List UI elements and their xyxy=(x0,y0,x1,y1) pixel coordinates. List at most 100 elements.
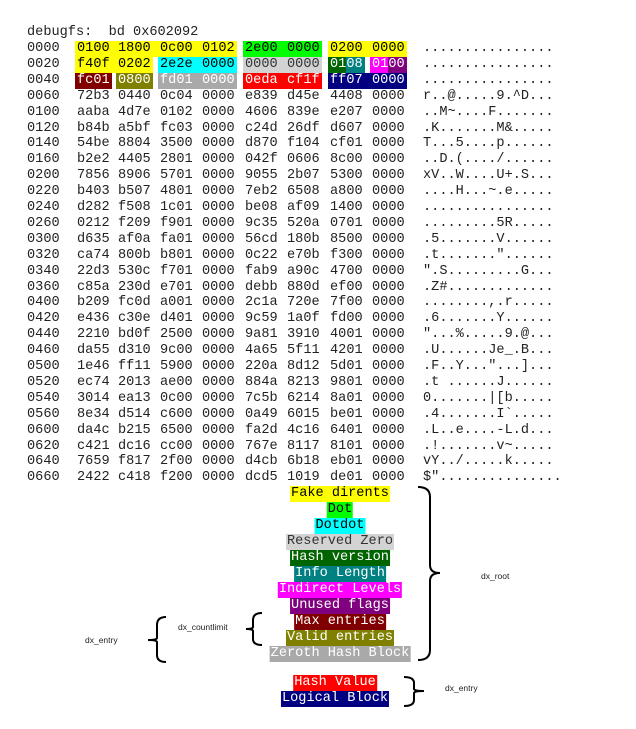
hex-word: 6015 xyxy=(287,406,320,422)
hex-word: 4c16 xyxy=(287,422,320,438)
hex-word: de01 xyxy=(330,470,363,486)
hex-word: cc00 xyxy=(160,438,193,454)
row-offset: 0440 xyxy=(27,327,60,343)
hex-word: 0eda xyxy=(245,72,278,88)
hex-word: f104 xyxy=(287,136,320,152)
hex-word: ea13 xyxy=(118,390,151,406)
hex-word: 2801 xyxy=(160,152,193,168)
hex-word: 0000 xyxy=(202,295,235,311)
hex-word: d401 xyxy=(160,311,193,327)
hex-word: c600 xyxy=(160,406,193,422)
hex-word: c85a xyxy=(77,279,110,295)
hex-word: a5bf xyxy=(118,120,151,136)
hex-word: 6b18 xyxy=(287,454,320,470)
ascii-column: ..M~....F....... xyxy=(423,104,554,120)
highlight-dot xyxy=(243,41,322,57)
hex-word: 0000 xyxy=(372,215,405,231)
hex-word: 6500 xyxy=(160,422,193,438)
hex-word: 230d xyxy=(118,279,151,295)
hex-word: 520a xyxy=(287,215,320,231)
hex-word: 7659 xyxy=(77,454,110,470)
hex-word: 800b xyxy=(118,247,151,263)
ascii-column: .........5R..... xyxy=(423,215,554,231)
ascii-column: ........,.r..... xyxy=(423,295,554,311)
hex-word: 0000 xyxy=(372,263,405,279)
hex-word: 0000 xyxy=(202,231,235,247)
hex-word: b507 xyxy=(118,184,151,200)
hex-word: 1c01 xyxy=(160,200,193,215)
hex-word: fd01 xyxy=(160,72,193,88)
hex-word: f40f xyxy=(77,56,110,72)
hex-word: 0000 xyxy=(372,470,405,486)
highlight-max-entries xyxy=(75,72,112,89)
hex-word: d870 xyxy=(245,136,278,152)
hex-word: 5701 xyxy=(160,168,193,184)
hex-word: 0000 xyxy=(372,311,405,327)
hex-word: d514 xyxy=(118,406,151,422)
hex-word: d635 xyxy=(77,231,110,247)
dx-countlimit-label: dx_countlimit xyxy=(178,622,228,632)
hex-word: 9801 xyxy=(330,374,363,390)
hex-word: 0000 xyxy=(202,406,235,422)
hex-word: 0000 xyxy=(202,454,235,470)
hex-word: cf1f xyxy=(287,72,320,88)
hex-word: fc01 xyxy=(77,72,110,88)
hex-word: bd0f xyxy=(118,327,151,343)
hex-word: fa01 xyxy=(160,231,193,247)
hex-word: f200 xyxy=(160,470,193,486)
hex-word: 0000 xyxy=(372,41,405,56)
highlight-info-length xyxy=(346,56,365,73)
hex-word: 0212 xyxy=(77,215,110,231)
hex-word: e70b xyxy=(287,247,320,263)
hex-word: 0606 xyxy=(287,152,320,168)
hex-word: 0000 xyxy=(372,390,405,406)
highlight-logical-block xyxy=(328,72,407,89)
legend-zeroth-hash-block: Zeroth Hash Block xyxy=(269,646,411,662)
hex-word: 0000 xyxy=(372,327,405,343)
legend-dot: Dot xyxy=(326,502,354,518)
ascii-column: .F..Y..."...]... xyxy=(423,359,554,374)
hex-word: d607 xyxy=(330,120,363,136)
hex-word: 9055 xyxy=(245,168,278,184)
ascii-column: ................ xyxy=(423,56,554,72)
hex-word: 0000 xyxy=(202,88,235,104)
hex-word: 0200 xyxy=(330,41,363,56)
dx-root-label: dx_root xyxy=(481,571,510,581)
row-offset: 0340 xyxy=(27,263,60,279)
hex-word: a800 xyxy=(330,184,363,200)
ascii-column: .5.......V...... xyxy=(423,231,554,247)
hex-word: 0000 xyxy=(202,390,235,406)
hex-word: 3910 xyxy=(287,327,320,343)
hex-word: 7856 xyxy=(77,168,110,184)
hex-word: fa2d xyxy=(245,422,278,438)
hex-word: 7c5b xyxy=(245,390,278,406)
hex-word: 530c xyxy=(118,263,151,279)
dx-countlimit-brace xyxy=(245,612,263,646)
row-offset: 0320 xyxy=(27,247,60,263)
ascii-column: .t......."...... xyxy=(423,247,554,263)
hex-word: 8d12 xyxy=(287,359,320,374)
hex-word: 0000 xyxy=(202,152,235,168)
hex-word: 9c35 xyxy=(245,215,278,231)
ascii-column: $"............... xyxy=(423,470,562,486)
hex-word: 720e xyxy=(287,295,320,311)
hex-word: 0000 xyxy=(202,327,235,343)
highlight-hash-version xyxy=(328,56,347,73)
row-offset: 0260 xyxy=(27,215,60,231)
hex-word: 9c59 xyxy=(245,311,278,327)
hex-word: 4a65 xyxy=(245,343,278,359)
row-offset: 0560 xyxy=(27,406,60,422)
ascii-column: r..@.....9.^D... xyxy=(423,88,554,104)
hex-word: 5d01 xyxy=(330,359,363,374)
hex-word: b209 xyxy=(77,295,110,311)
row-offset: 0420 xyxy=(27,311,60,327)
ascii-column: .t ......J...... xyxy=(423,374,554,390)
legend-dotdot: Dotdot xyxy=(314,518,366,534)
hex-word: 1800 xyxy=(118,41,151,56)
hex-word: 0000 xyxy=(202,438,235,454)
row-offset: 0000 xyxy=(27,41,60,56)
hex-word: 5f11 xyxy=(287,343,320,359)
hex-word: fab9 xyxy=(245,263,278,279)
highlight-fake-dirents xyxy=(75,56,153,73)
